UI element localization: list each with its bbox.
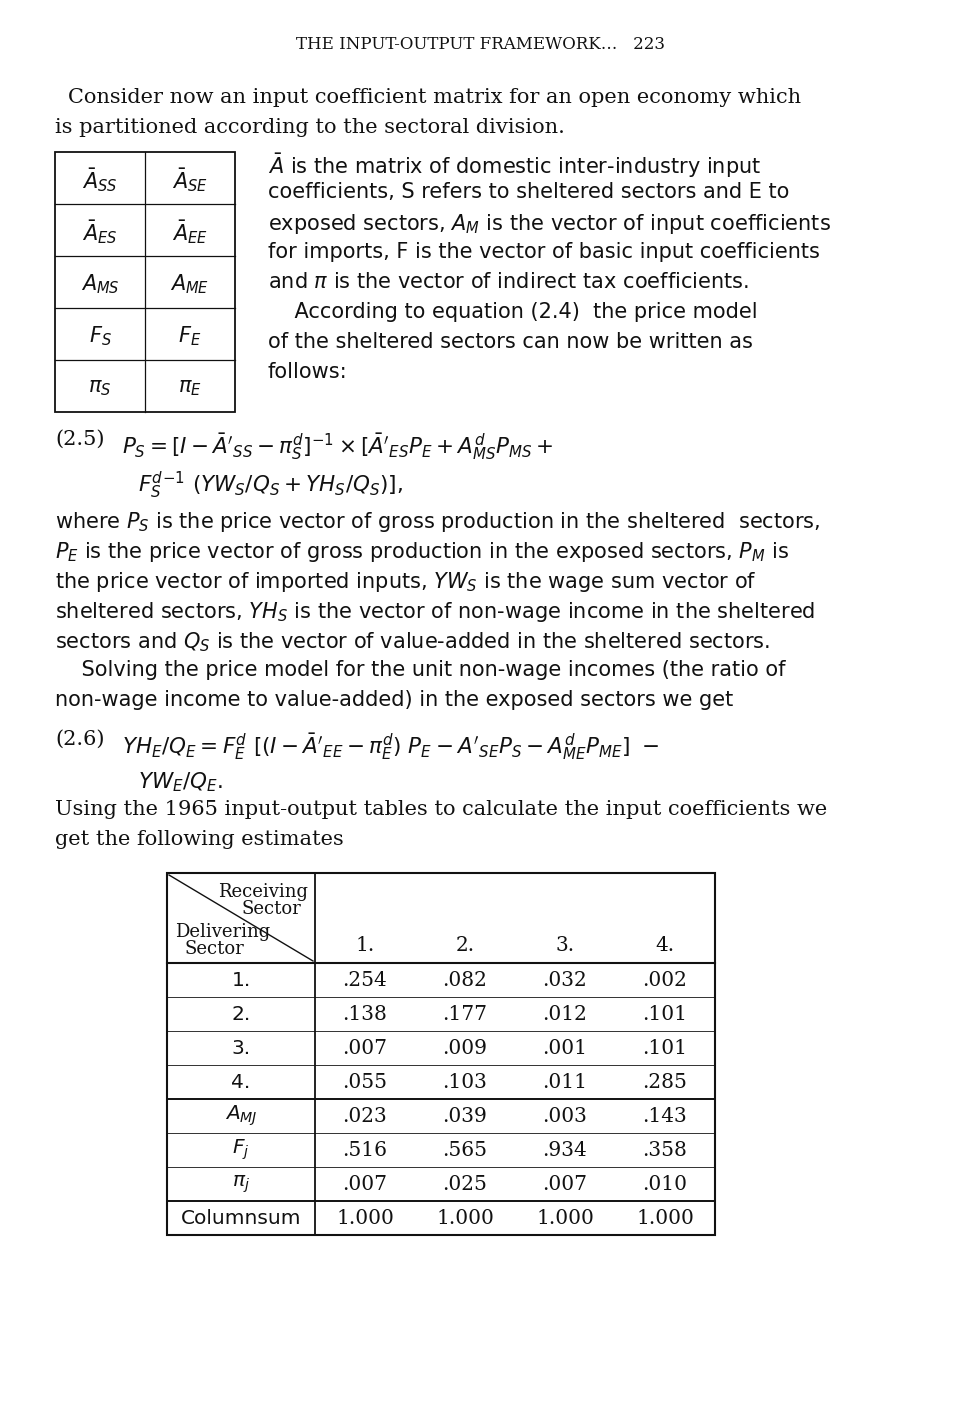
Text: $\pi_E$: $\pi_E$ — [179, 378, 202, 398]
Text: .516: .516 — [343, 1141, 388, 1160]
Text: 1.000: 1.000 — [636, 1208, 694, 1228]
Text: .143: .143 — [642, 1107, 687, 1125]
Text: get the following estimates: get the following estimates — [55, 830, 344, 850]
Text: sectors and $Q_S$ is the vector of value-added in the sheltered sectors.: sectors and $Q_S$ is the vector of value… — [55, 630, 770, 654]
Text: .007: .007 — [542, 1174, 588, 1194]
Text: .101: .101 — [642, 1038, 687, 1058]
Text: 2.: 2. — [231, 1004, 251, 1024]
Text: .011: .011 — [542, 1072, 588, 1091]
Text: $F^{d}_{S}{}^{-1}\ (YW_S/Q_S + YH_S/Q_S)],$: $F^{d}_{S}{}^{-1}\ (YW_S/Q_S + YH_S/Q_S)… — [138, 470, 403, 501]
Text: Consider now an input coefficient matrix for an open economy which: Consider now an input coefficient matrix… — [68, 89, 802, 107]
Text: $\bar{A}_{SE}$: $\bar{A}_{SE}$ — [172, 166, 208, 194]
Text: 3.: 3. — [231, 1038, 251, 1058]
Text: $\bar{A}_{ES}$: $\bar{A}_{ES}$ — [83, 218, 118, 246]
Text: 4.: 4. — [656, 935, 675, 955]
Text: $F_j$: $F_j$ — [232, 1138, 250, 1162]
Bar — [167, 873, 715, 1235]
Text: $P_E$ is the price vector of gross production in the exposed sectors, $P_M$ is: $P_E$ is the price vector of gross produ… — [55, 540, 789, 564]
Text: .023: .023 — [343, 1107, 388, 1125]
Text: .007: .007 — [343, 1038, 388, 1058]
Text: THE INPUT-OUTPUT FRAMEWORK…   223: THE INPUT-OUTPUT FRAMEWORK… 223 — [296, 36, 664, 53]
Text: $YW_E/Q_E.$: $YW_E/Q_E.$ — [138, 770, 224, 794]
Text: $\bar{A}_{SS}$: $\bar{A}_{SS}$ — [83, 166, 118, 194]
Text: is partitioned according to the sectoral division.: is partitioned according to the sectoral… — [55, 119, 564, 137]
Text: sheltered sectors, $YH_S$ is the vector of non-wage income in the sheltered: sheltered sectors, $YH_S$ is the vector … — [55, 600, 815, 624]
Text: non-wage income to value-added) in the exposed sectors we get: non-wage income to value-added) in the e… — [55, 690, 733, 710]
Text: .101: .101 — [642, 1004, 687, 1024]
Text: Columnsum: Columnsum — [180, 1208, 301, 1228]
Text: .001: .001 — [542, 1038, 588, 1058]
Bar — [55, 151, 235, 413]
Text: Solving the price model for the unit non-wage incomes (the ratio of: Solving the price model for the unit non… — [55, 660, 785, 680]
Text: .032: .032 — [542, 971, 588, 990]
Text: .003: .003 — [542, 1107, 588, 1125]
Text: .934: .934 — [542, 1141, 588, 1160]
Text: the price vector of imported inputs, $YW_S$ is the wage sum vector of: the price vector of imported inputs, $YW… — [55, 570, 756, 594]
Text: Sector: Sector — [241, 900, 300, 918]
Text: .177: .177 — [443, 1004, 488, 1024]
Text: 1.000: 1.000 — [436, 1208, 494, 1228]
Text: $\pi_S$: $\pi_S$ — [88, 378, 111, 398]
Text: .055: .055 — [343, 1072, 388, 1091]
Text: .009: .009 — [443, 1038, 488, 1058]
Text: .007: .007 — [343, 1174, 388, 1194]
Text: $A_{MS}$: $A_{MS}$ — [81, 273, 119, 296]
Text: $F_S$: $F_S$ — [88, 324, 111, 348]
Text: and $\pi$ is the vector of indirect tax coefficients.: and $\pi$ is the vector of indirect tax … — [268, 271, 749, 291]
Text: .002: .002 — [642, 971, 687, 990]
Text: .082: .082 — [443, 971, 488, 990]
Text: .285: .285 — [642, 1072, 687, 1091]
Text: .025: .025 — [443, 1174, 488, 1194]
Text: for imports, F is the vector of basic input coefficients: for imports, F is the vector of basic in… — [268, 241, 820, 261]
Text: 4.: 4. — [231, 1072, 251, 1091]
Text: .039: .039 — [443, 1107, 488, 1125]
Text: exposed sectors, $A_M$ is the vector of input coefficients: exposed sectors, $A_M$ is the vector of … — [268, 211, 831, 236]
Text: $\bar{A}_{EE}$: $\bar{A}_{EE}$ — [172, 218, 208, 246]
Text: .358: .358 — [642, 1141, 687, 1160]
Text: Using the 1965 input-output tables to calculate the input coefficients we: Using the 1965 input-output tables to ca… — [55, 800, 828, 820]
Text: .254: .254 — [343, 971, 388, 990]
Text: Receiving: Receiving — [218, 883, 308, 901]
Text: According to equation (2.4)  the price model: According to equation (2.4) the price mo… — [268, 301, 757, 321]
Text: .103: .103 — [443, 1072, 488, 1091]
Text: of the sheltered sectors can now be written as: of the sheltered sectors can now be writ… — [268, 331, 753, 351]
Text: .012: .012 — [542, 1004, 588, 1024]
Text: 1.: 1. — [231, 971, 251, 990]
Text: $\bar{A}$ is the matrix of domestic inter-industry input: $\bar{A}$ is the matrix of domestic inte… — [268, 151, 761, 180]
Text: Delivering: Delivering — [175, 922, 271, 941]
Text: $YH_E/Q_E = F^{d}_{E}\ [(I - \bar{A}'_{EE} - \pi^{d}_{E})\ P_E - A'_{SE}P_S - A^: $YH_E/Q_E = F^{d}_{E}\ [(I - \bar{A}'_{E… — [122, 733, 659, 763]
Text: $A_{ME}$: $A_{ME}$ — [170, 273, 209, 296]
Text: $P_S = [I - \bar{A}'_{SS} - \pi^{d}_{S}]^{-1} \times [\bar{A}'_{ES}P_E + A^{d}_{: $P_S = [I - \bar{A}'_{SS} - \pi^{d}_{S}]… — [122, 433, 554, 463]
Text: .138: .138 — [343, 1004, 388, 1024]
Text: (2.6): (2.6) — [55, 730, 105, 750]
Text: $A_{MJ}$: $A_{MJ}$ — [225, 1104, 257, 1128]
Text: (2.5): (2.5) — [55, 430, 105, 448]
Text: $F_E$: $F_E$ — [179, 324, 202, 348]
Text: 2.: 2. — [455, 935, 474, 955]
Text: 1.000: 1.000 — [536, 1208, 594, 1228]
Text: 1.: 1. — [355, 935, 374, 955]
Text: where $P_S$ is the price vector of gross production in the sheltered  sectors,: where $P_S$ is the price vector of gross… — [55, 510, 821, 534]
Text: coefficients, S refers to sheltered sectors and E to: coefficients, S refers to sheltered sect… — [268, 181, 789, 201]
Text: 3.: 3. — [556, 935, 575, 955]
Text: follows:: follows: — [268, 363, 348, 383]
Text: .010: .010 — [642, 1174, 687, 1194]
Text: $\pi_j$: $\pi_j$ — [232, 1174, 250, 1195]
Text: .565: .565 — [443, 1141, 488, 1160]
Text: Sector: Sector — [184, 940, 244, 958]
Text: 1.000: 1.000 — [336, 1208, 394, 1228]
